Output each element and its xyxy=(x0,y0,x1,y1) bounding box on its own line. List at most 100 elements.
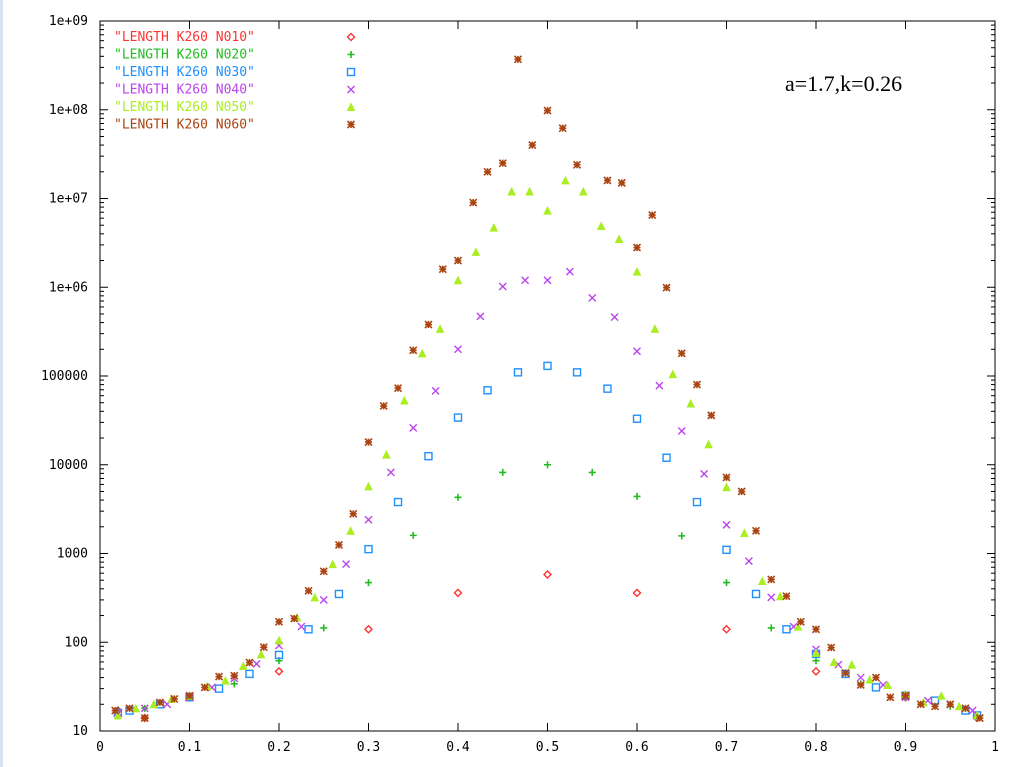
legend-label: "LENGTH K260 N040" xyxy=(114,83,255,98)
data-point xyxy=(230,680,238,688)
x-tick-label: 0.4 xyxy=(446,740,470,755)
data-point xyxy=(499,468,507,476)
data-point xyxy=(856,673,865,682)
series-6 xyxy=(111,55,984,723)
data-point xyxy=(961,704,970,713)
series-2 xyxy=(114,461,981,719)
data-point xyxy=(185,691,194,700)
chart-annotation: a=1.7,k=0.26 xyxy=(785,71,903,96)
data-point xyxy=(722,473,731,482)
data-point xyxy=(767,575,776,584)
data-point xyxy=(775,591,785,601)
data-point xyxy=(290,614,299,623)
data-point xyxy=(382,450,391,459)
data-point xyxy=(349,509,358,518)
data-point xyxy=(319,595,328,604)
y-tick-label: 1e+06 xyxy=(49,280,88,295)
data-point xyxy=(841,668,850,678)
data-point xyxy=(588,468,596,476)
data-point xyxy=(596,221,606,230)
data-point xyxy=(648,211,657,220)
data-point xyxy=(603,384,612,393)
data-point xyxy=(454,493,462,501)
data-point xyxy=(113,710,123,720)
data-point xyxy=(304,625,313,634)
data-point xyxy=(453,256,463,265)
legend-marker xyxy=(346,32,356,42)
data-point xyxy=(498,159,507,168)
data-point xyxy=(543,361,552,371)
data-point xyxy=(662,453,671,462)
x-tick-label: 0.8 xyxy=(804,740,827,755)
data-point xyxy=(565,267,574,276)
data-point xyxy=(561,175,570,185)
data-point xyxy=(453,275,463,285)
data-point xyxy=(572,160,582,169)
y-tick-label: 1000 xyxy=(57,547,88,562)
data-point xyxy=(678,532,686,540)
data-point xyxy=(975,713,984,723)
data-point xyxy=(811,648,821,657)
data-point xyxy=(328,559,338,569)
data-point xyxy=(856,680,865,690)
legend-label: "LENGTH K260 N010" xyxy=(114,30,255,45)
data-point xyxy=(438,265,447,274)
data-point xyxy=(364,544,373,554)
data-point xyxy=(633,347,641,356)
data-point xyxy=(722,624,731,634)
data-point xyxy=(214,672,224,681)
data-point xyxy=(393,497,403,507)
x-tick-label: 0 xyxy=(96,740,104,755)
data-point xyxy=(578,186,588,196)
data-point xyxy=(603,176,612,185)
data-point xyxy=(320,624,328,632)
data-point xyxy=(677,349,686,358)
data-point xyxy=(111,706,120,715)
data-point xyxy=(722,520,731,529)
legend-marker xyxy=(347,85,355,94)
data-point xyxy=(782,592,791,601)
data-point xyxy=(365,579,372,587)
data-point xyxy=(346,526,355,535)
data-point xyxy=(513,55,523,64)
data-point xyxy=(399,395,409,405)
data-point xyxy=(220,675,230,685)
data-point xyxy=(245,669,254,679)
data-point xyxy=(871,683,881,692)
series-5 xyxy=(113,175,982,720)
data-point xyxy=(334,540,344,549)
data-point xyxy=(310,592,320,602)
data-point xyxy=(424,320,433,329)
data-point xyxy=(722,482,731,492)
y-tick-label: 10 xyxy=(72,724,88,739)
data-point xyxy=(793,622,803,631)
data-point xyxy=(936,691,946,700)
data-point xyxy=(476,312,485,321)
data-point xyxy=(610,313,619,322)
series-4 xyxy=(113,267,977,717)
data-point xyxy=(498,282,507,291)
x-tick-label: 0.9 xyxy=(894,740,917,755)
data-point xyxy=(744,557,753,566)
data-point xyxy=(364,515,373,524)
data-point xyxy=(865,674,875,684)
data-point xyxy=(453,413,463,422)
data-point xyxy=(386,468,395,477)
data-point xyxy=(543,206,552,215)
data-point xyxy=(155,698,165,707)
series-1 xyxy=(113,570,982,723)
data-point xyxy=(364,481,373,491)
data-point xyxy=(544,461,551,469)
data-point xyxy=(125,704,134,713)
data-point xyxy=(847,659,857,669)
data-point xyxy=(274,617,284,626)
x-tick-label: 1 xyxy=(991,740,999,755)
y-tick-label: 1e+07 xyxy=(49,192,88,207)
data-point xyxy=(256,649,266,659)
data-point xyxy=(543,276,552,285)
legend-marker xyxy=(347,51,355,58)
data-point xyxy=(483,167,492,176)
data-point xyxy=(528,141,537,150)
data-point xyxy=(319,567,328,576)
